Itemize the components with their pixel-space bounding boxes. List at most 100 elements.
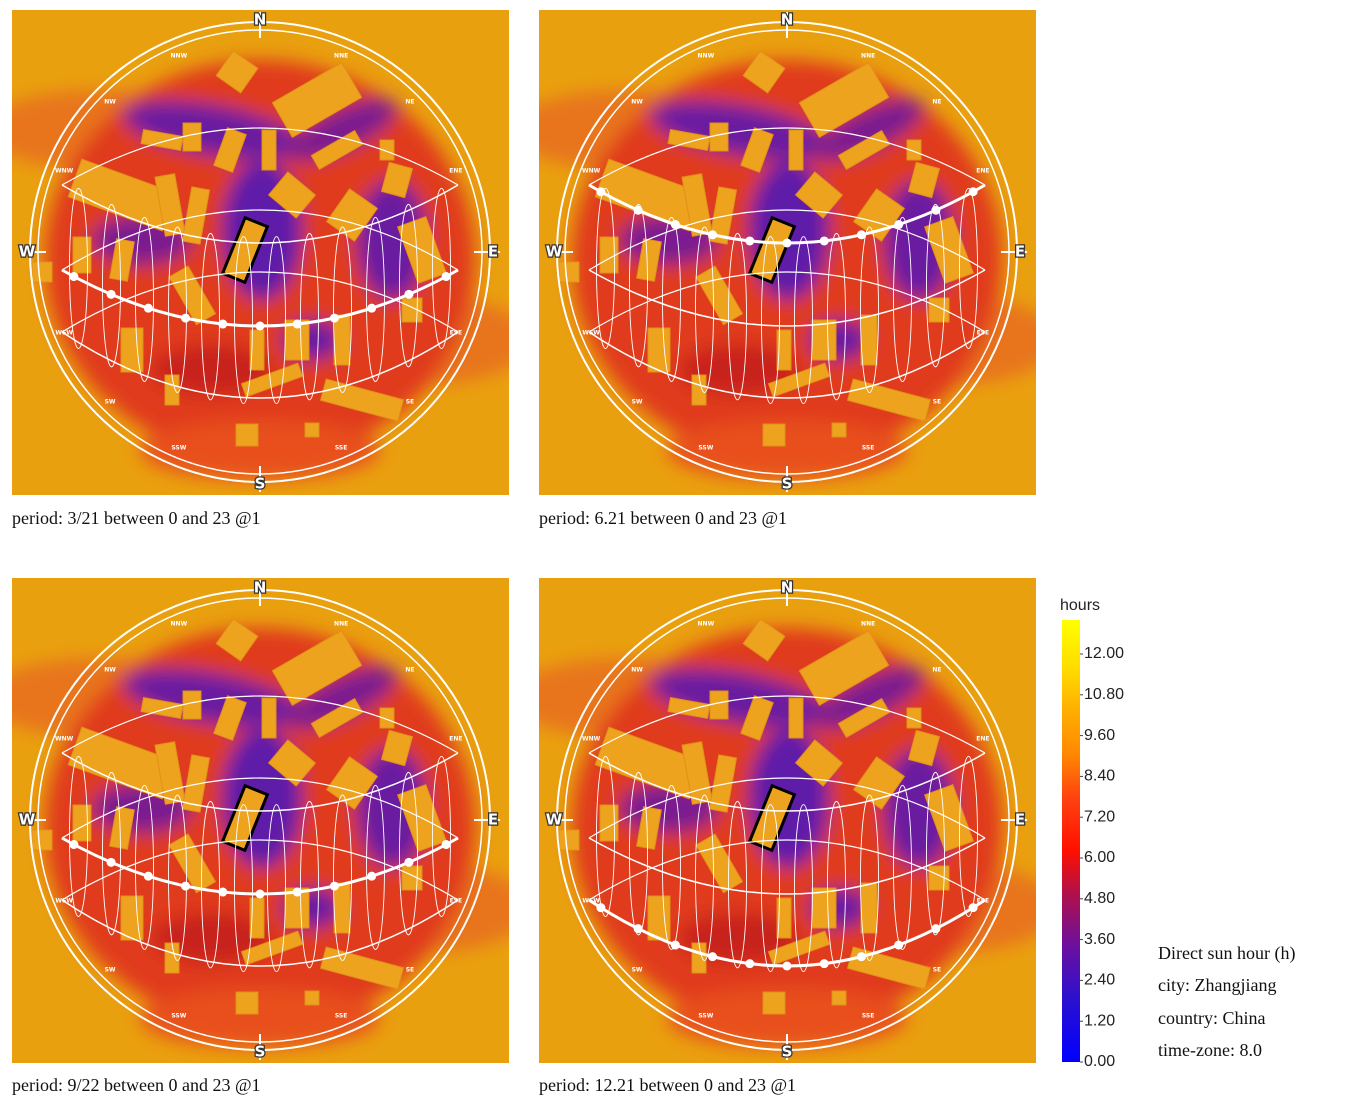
compass-label: SE	[933, 398, 941, 405]
sun-position	[969, 187, 978, 196]
compass-label: NE	[932, 667, 941, 674]
legend-tick-label: 3.60	[1084, 931, 1115, 948]
compass-label: NW	[631, 667, 643, 674]
compass-label: SW	[105, 398, 116, 405]
caption: period: 6.21 between 0 and 23 @1	[539, 508, 787, 529]
sun-position	[894, 220, 903, 229]
sun-position	[857, 230, 866, 239]
compass-label: WNW	[55, 167, 74, 174]
sun-position	[367, 304, 376, 313]
sun-position	[931, 206, 940, 215]
caption: period: 9/22 between 0 and 23 @1	[12, 1075, 261, 1096]
sun-position	[256, 322, 265, 331]
heat-map	[539, 578, 1036, 1063]
compass-label: WSW	[582, 330, 600, 337]
compass-label: SSW	[171, 1012, 186, 1019]
compass-label: WSW	[55, 330, 73, 337]
compass-label: W	[546, 243, 563, 261]
compass-label: NNE	[334, 53, 348, 60]
sun-position	[745, 236, 754, 245]
compass-label: SW	[632, 966, 643, 973]
compass-label: SSE	[862, 444, 874, 451]
legend-tick-label: 6.00	[1084, 849, 1115, 866]
compass-label: ENE	[976, 735, 989, 742]
compass-label: N	[781, 579, 794, 597]
compass-label: SE	[933, 966, 941, 973]
page: NNNENEENEEESESESSESSSWSWWSWWWNWNWNNW NNN…	[0, 0, 1348, 1102]
compass-label: SSE	[862, 1012, 874, 1019]
sun-position	[181, 882, 190, 891]
compass-label: NNE	[334, 621, 348, 628]
compass-label: E	[488, 243, 498, 261]
sun-position	[671, 941, 680, 950]
heat-map	[12, 578, 509, 1063]
sun-position	[894, 941, 903, 950]
color-bar	[1062, 620, 1080, 1062]
legend-tick-label: 8.40	[1084, 768, 1115, 785]
sun-position	[181, 314, 190, 323]
caption: period: 3/21 between 0 and 23 @1	[12, 508, 261, 529]
sun-position	[634, 924, 643, 933]
compass-label: ENE	[976, 167, 989, 174]
sun-hour-map: NNNENEENEEESESESSESSSWSWWSWWWNWNWNNW	[539, 10, 1036, 495]
compass-label: WSW	[55, 898, 73, 905]
compass-label: E	[488, 811, 498, 829]
sun-position	[596, 187, 605, 196]
compass-label: WNW	[582, 735, 601, 742]
legend-title: hours	[1060, 597, 1100, 614]
compass-label: NNE	[861, 621, 875, 628]
sun-position	[144, 304, 153, 313]
sun-position	[708, 952, 717, 961]
compass-label: W	[19, 243, 36, 261]
sun-position	[107, 290, 116, 299]
info-line: city: Zhangjiang	[1158, 975, 1276, 996]
sun-position	[820, 236, 829, 245]
sun-position	[404, 290, 413, 299]
sun-position	[857, 952, 866, 961]
legend-tick-label: 9.60	[1084, 727, 1115, 744]
compass-label: E	[1015, 243, 1025, 261]
compass-label: NW	[631, 99, 643, 106]
compass-label: W	[546, 811, 563, 829]
sun-position	[783, 962, 792, 971]
compass-label: S	[782, 1043, 793, 1061]
compass-label: W	[19, 811, 36, 829]
compass-label: SE	[406, 966, 414, 973]
compass-label: N	[254, 11, 267, 29]
compass-label: NE	[405, 667, 414, 674]
sun-position	[745, 959, 754, 968]
compass-label: NNE	[861, 53, 875, 60]
caption: period: 12.21 between 0 and 23 @1	[539, 1075, 796, 1096]
color-legend: hours 0.001.202.403.604.806.007.208.409.…	[1050, 590, 1150, 1075]
compass-label: N	[254, 579, 267, 597]
compass-label: WNW	[55, 735, 74, 742]
info-line: time-zone: 8.0	[1158, 1040, 1262, 1061]
compass-label: NNW	[698, 621, 715, 628]
compass-label: NE	[405, 99, 414, 106]
compass-label: NNW	[171, 621, 188, 628]
heat-map	[539, 10, 1036, 495]
compass-label: SW	[105, 966, 116, 973]
compass-label: ESE	[977, 898, 990, 905]
compass-label: S	[255, 1043, 266, 1061]
compass-label: ESE	[450, 330, 463, 337]
compass-label: N	[781, 11, 794, 29]
sun-position	[367, 872, 376, 881]
legend-tick-label: 10.80	[1084, 686, 1124, 703]
compass-label: ENE	[449, 167, 462, 174]
compass-label: NNW	[171, 53, 188, 60]
sun-position	[293, 320, 302, 329]
sun-position	[708, 230, 717, 239]
compass-label: E	[1015, 811, 1025, 829]
info-line: country: China	[1158, 1008, 1265, 1029]
legend-tick-label: 2.40	[1084, 972, 1115, 989]
sun-position	[404, 858, 413, 867]
sun-position	[931, 924, 940, 933]
compass-label: ESE	[977, 330, 990, 337]
compass-label: WNW	[582, 167, 601, 174]
compass-label: SSE	[335, 444, 347, 451]
compass-label: NNW	[698, 53, 715, 60]
legend-tick-label: 1.20	[1084, 1012, 1115, 1029]
